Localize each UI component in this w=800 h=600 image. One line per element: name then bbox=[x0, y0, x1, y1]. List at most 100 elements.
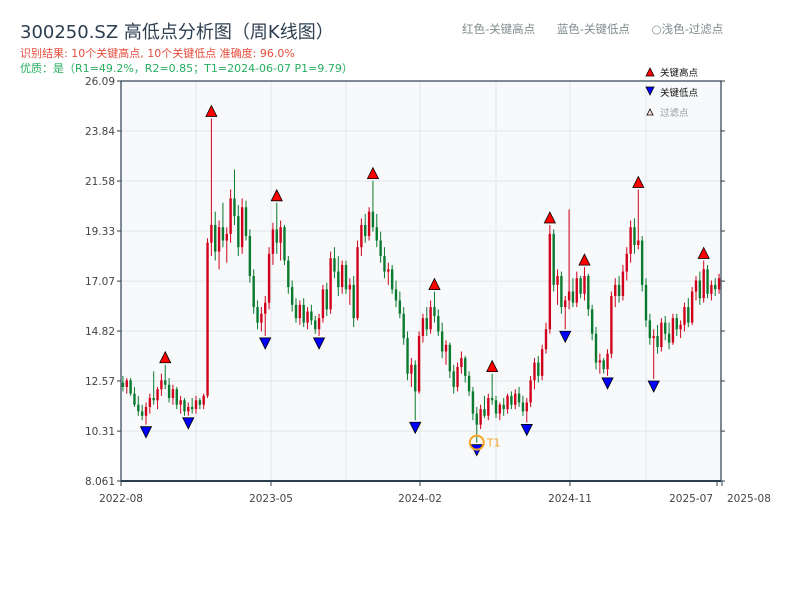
candle-body bbox=[640, 240, 644, 285]
candle-body bbox=[202, 395, 205, 405]
candle-body bbox=[629, 227, 632, 254]
candle-body bbox=[702, 269, 705, 299]
candle-body bbox=[240, 207, 244, 248]
candle-body bbox=[533, 362, 536, 381]
candle-body bbox=[152, 398, 155, 401]
x-tick-label: 2025-08 bbox=[727, 493, 771, 505]
candle-body bbox=[606, 353, 609, 370]
candle-body bbox=[487, 398, 490, 416]
candle-body bbox=[214, 224, 217, 252]
candle-body bbox=[279, 227, 282, 243]
candle-body bbox=[156, 389, 159, 401]
candle-body bbox=[602, 360, 605, 370]
candle-body bbox=[187, 406, 190, 412]
candle-body bbox=[429, 307, 432, 330]
candle-body bbox=[290, 287, 294, 305]
chart-title: 300250.SZ 高低点分析图（周K线图） bbox=[20, 22, 334, 43]
candle-body bbox=[460, 358, 463, 367]
candle-body bbox=[233, 198, 236, 217]
candle-body bbox=[375, 227, 378, 241]
candle-body bbox=[225, 233, 228, 241]
candle-body bbox=[252, 276, 255, 308]
candle-body bbox=[352, 284, 355, 319]
candle-body bbox=[321, 289, 325, 319]
y-tick-label: 21.58 bbox=[85, 176, 115, 188]
legend-low-label: 关键低点 bbox=[660, 87, 699, 99]
hint-filtered: ○浅色-过滤点 bbox=[651, 22, 724, 36]
candle-body bbox=[329, 258, 332, 310]
candle-body bbox=[583, 276, 586, 294]
candle-body bbox=[148, 398, 152, 407]
candle-body bbox=[479, 409, 482, 425]
candle-body bbox=[210, 224, 213, 243]
candle-body bbox=[298, 304, 302, 319]
candle-body bbox=[364, 224, 367, 237]
key-high-marker bbox=[270, 188, 283, 202]
color-hint: 红色-关键高点 蓝色-关键低点 ○浅色-过滤点 bbox=[462, 21, 723, 37]
candle-body bbox=[337, 271, 340, 288]
candle-body bbox=[421, 318, 425, 336]
candle-body bbox=[387, 269, 390, 272]
candle-body bbox=[587, 276, 590, 310]
candle-body bbox=[310, 311, 313, 321]
key-high-marker bbox=[632, 175, 645, 188]
candle-body bbox=[667, 333, 671, 343]
candle-body bbox=[398, 300, 402, 314]
candle-body bbox=[140, 411, 144, 416]
legend-high-icon bbox=[645, 67, 655, 77]
candle-body bbox=[371, 211, 375, 228]
candle-body bbox=[264, 302, 267, 314]
candle-body bbox=[183, 400, 186, 412]
candle-body bbox=[267, 253, 271, 303]
candle-body bbox=[275, 229, 278, 243]
candle-body bbox=[452, 371, 455, 387]
candle-body bbox=[556, 276, 559, 285]
candle-body bbox=[325, 289, 328, 310]
candle-body bbox=[517, 393, 521, 403]
candle-body bbox=[340, 264, 344, 288]
result-summary: 识别结果: 10个关键高点, 10个关键低点 准确度: 96.0% bbox=[20, 47, 295, 60]
candle-body bbox=[379, 240, 382, 257]
candle-body bbox=[467, 375, 471, 392]
x-tick-label: 2023-05 bbox=[249, 493, 293, 505]
candle-body bbox=[610, 295, 613, 354]
candle-body bbox=[575, 278, 578, 303]
candle-body bbox=[560, 276, 563, 308]
x-tick-label: 2024-11 bbox=[548, 493, 592, 505]
candle-body bbox=[229, 198, 232, 234]
legend-high-label: 关键高点 bbox=[660, 67, 699, 79]
candle-body bbox=[306, 311, 309, 323]
candle-body bbox=[175, 389, 178, 405]
legend-filtered-label: 过滤点 bbox=[660, 107, 689, 119]
key-high-marker bbox=[697, 246, 710, 259]
candle-body bbox=[552, 233, 555, 285]
candle-body bbox=[125, 380, 128, 387]
candle-body bbox=[567, 291, 571, 301]
candle-body bbox=[394, 289, 398, 301]
x-tick-label: 2025-07 bbox=[669, 493, 713, 505]
candle-body bbox=[171, 389, 175, 399]
candle-body bbox=[144, 406, 148, 416]
candle-body bbox=[706, 269, 709, 294]
candle-body bbox=[414, 364, 417, 392]
key-low-marker bbox=[312, 337, 326, 350]
candle-body bbox=[179, 400, 182, 405]
candle-body bbox=[648, 320, 652, 339]
candle-body bbox=[302, 304, 305, 323]
key-low-marker bbox=[601, 377, 614, 390]
candle-body bbox=[490, 398, 494, 401]
key-low-marker bbox=[139, 426, 153, 439]
candle-body bbox=[248, 236, 252, 277]
key-high-marker bbox=[543, 211, 556, 224]
candle-body bbox=[656, 335, 659, 348]
candle-body bbox=[714, 284, 717, 290]
y-tick-label: 12.57 bbox=[85, 376, 115, 388]
key-high-marker bbox=[578, 253, 591, 266]
candle-body bbox=[164, 380, 167, 385]
candle-body bbox=[637, 240, 640, 245]
candle-body bbox=[425, 318, 428, 330]
candle-body bbox=[137, 404, 140, 412]
candle-body bbox=[671, 318, 675, 343]
key-high-marker bbox=[205, 104, 218, 117]
candle-body bbox=[579, 278, 582, 294]
